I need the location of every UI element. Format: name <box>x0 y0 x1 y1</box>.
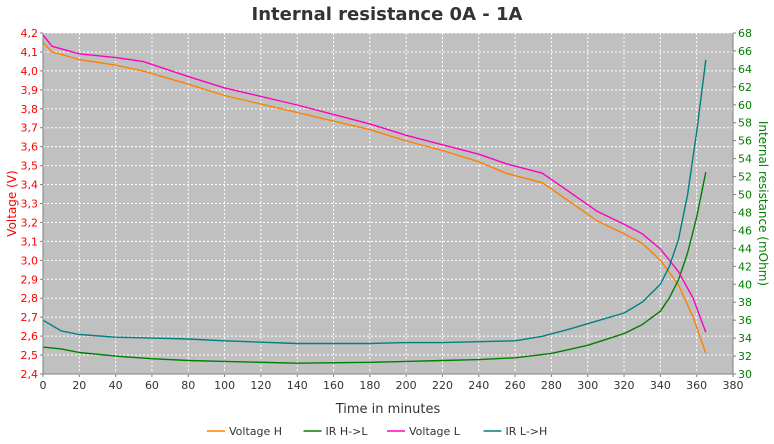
y-left-tick-label: 2,4 <box>21 368 39 381</box>
x-tick-label: 60 <box>145 379 159 392</box>
y-left-tick-label: 2,8 <box>21 292 39 305</box>
legend-label-ir-l-h: IR L->H <box>506 425 548 438</box>
y-axis-left-label: Voltage (V) <box>5 170 19 236</box>
y-left-tick-label: 2,5 <box>21 349 39 362</box>
x-tick-label: 120 <box>250 379 271 392</box>
y-left-tick-label: 3,6 <box>21 141 39 154</box>
legend-label-ir-h-l: IR H->L <box>326 425 369 438</box>
legend-label-voltage-h: Voltage H <box>229 425 282 438</box>
y-right-tick-label: 66 <box>738 45 752 58</box>
y-right-tick-label: 38 <box>738 296 752 309</box>
y-left-tick-label: 2,6 <box>21 330 39 343</box>
y-left-tick-label: 3,9 <box>21 84 39 97</box>
x-tick-label: 380 <box>723 379 744 392</box>
x-tick-label: 220 <box>432 379 453 392</box>
x-tick-label: 0 <box>40 379 47 392</box>
x-tick-label: 40 <box>109 379 123 392</box>
x-tick-label: 280 <box>541 379 562 392</box>
x-tick-label: 180 <box>359 379 380 392</box>
x-tick-label: 140 <box>287 379 308 392</box>
y-right-tick-label: 48 <box>738 206 752 219</box>
series-line-voltage-h <box>42 42 707 354</box>
y-left-tick-label: 3,0 <box>21 254 39 267</box>
legend: Voltage H IR H->L Voltage L IR L->H <box>207 425 547 438</box>
legend-label-voltage-l: Voltage L <box>409 425 461 438</box>
y-axis-right-label: Internal resistance (mOhm) <box>756 121 770 286</box>
y-right-tick-label: 58 <box>738 117 752 130</box>
y-left-tick-label: 3,7 <box>21 122 39 135</box>
y-left-tick-label: 4,1 <box>21 46 39 59</box>
y-right-tick-label: 56 <box>738 135 752 148</box>
y-left-tick-label: 4,2 <box>21 27 39 40</box>
y-right-tick-label: 44 <box>738 242 752 255</box>
series-line-ir-h-l <box>42 171 707 364</box>
y-right-tick-label: 30 <box>738 368 752 381</box>
y-left-tick-label: 4,0 <box>21 65 39 78</box>
series-layer <box>42 34 707 364</box>
y-left-tick-label: 2,7 <box>21 311 39 324</box>
y-left-tick-label: 3,2 <box>21 216 39 229</box>
y-right-tick-label: 68 <box>738 27 752 40</box>
x-tick-label: 80 <box>181 379 195 392</box>
y-right-tick-label: 60 <box>738 99 752 112</box>
chart-title: Internal resistance 0A - 1A <box>252 4 523 25</box>
x-tick-label: 160 <box>323 379 344 392</box>
x-tick-label: 240 <box>468 379 489 392</box>
y-right-tick-label: 36 <box>738 314 752 327</box>
x-tick-label: 260 <box>505 379 526 392</box>
x-tick-label: 320 <box>614 379 635 392</box>
y-right-tick-label: 52 <box>738 171 752 184</box>
x-tick-label: 200 <box>396 379 417 392</box>
y-left-tick-label: 3,3 <box>21 198 39 211</box>
x-axis-label: Time in minutes <box>335 402 441 417</box>
y-right-tick-label: 40 <box>738 278 752 291</box>
y-right-tick-label: 50 <box>738 189 752 202</box>
y-right-tick-label: 42 <box>738 260 752 273</box>
y-right-tick-label: 46 <box>738 224 752 237</box>
series-line-ir-l-h <box>42 59 707 345</box>
y-left-tick-label: 3,8 <box>21 103 39 116</box>
y-right-tick-label: 62 <box>738 81 752 94</box>
x-tick-label: 100 <box>214 379 235 392</box>
y-left-tick-label: 3,1 <box>21 235 39 248</box>
x-tick-label: 20 <box>72 379 86 392</box>
y-left-tick-label: 3,4 <box>21 179 39 192</box>
y-right-tick-label: 34 <box>738 332 752 345</box>
series-line-voltage-l <box>42 34 707 333</box>
y-right-tick-label: 32 <box>738 350 752 363</box>
y-left-tick-label: 2,9 <box>21 273 39 286</box>
y-left-tick-label: 3,5 <box>21 160 39 173</box>
x-tick-label: 300 <box>577 379 598 392</box>
axes: 0 20 40 60 80 100 120 140 160 180 200 220 240 260 280 3… <box>21 27 753 392</box>
y-right-tick-label: 64 <box>738 63 752 76</box>
x-tick-label: 360 <box>686 379 707 392</box>
grid <box>42 32 734 375</box>
y-right-tick-label: 54 <box>738 153 752 166</box>
x-tick-label: 340 <box>650 379 671 392</box>
